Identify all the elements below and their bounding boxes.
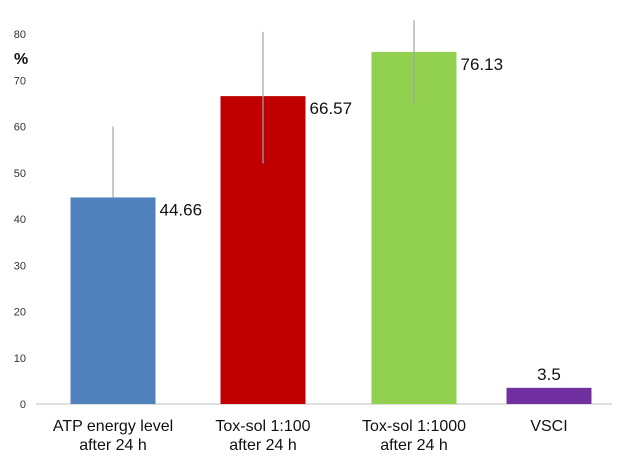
x-tick-label: Tox-sol 1:1000	[362, 418, 466, 435]
y-tick-label: 60	[14, 122, 26, 134]
y-unit-label: %	[14, 51, 28, 68]
data-label: 66.57	[310, 99, 353, 118]
y-tick-label: 20	[14, 307, 26, 319]
y-tick-label: 80	[14, 29, 26, 41]
bar	[70, 197, 156, 404]
data-label: 44.66	[160, 200, 203, 219]
y-tick-label: 40	[14, 214, 26, 226]
data-label: 3.5	[537, 365, 561, 384]
x-tick-label: VSCI	[530, 418, 567, 435]
x-tick-label: after 24 h	[380, 437, 448, 454]
y-tick-label: 50	[14, 168, 26, 180]
y-tick-label: 0	[20, 399, 26, 411]
y-tick-label: 70	[14, 75, 26, 87]
data-label: 76.13	[461, 55, 504, 74]
y-tick-label: 10	[14, 353, 26, 365]
y-tick-label: 30	[14, 260, 26, 272]
bar	[371, 51, 457, 405]
bar	[506, 387, 592, 404]
x-tick-label: Tox-sol 1:100	[215, 418, 310, 435]
x-tick-label: after 24 h	[79, 437, 147, 454]
x-tick-label: after 24 h	[229, 437, 297, 454]
x-tick-label: ATP energy level	[53, 418, 173, 435]
